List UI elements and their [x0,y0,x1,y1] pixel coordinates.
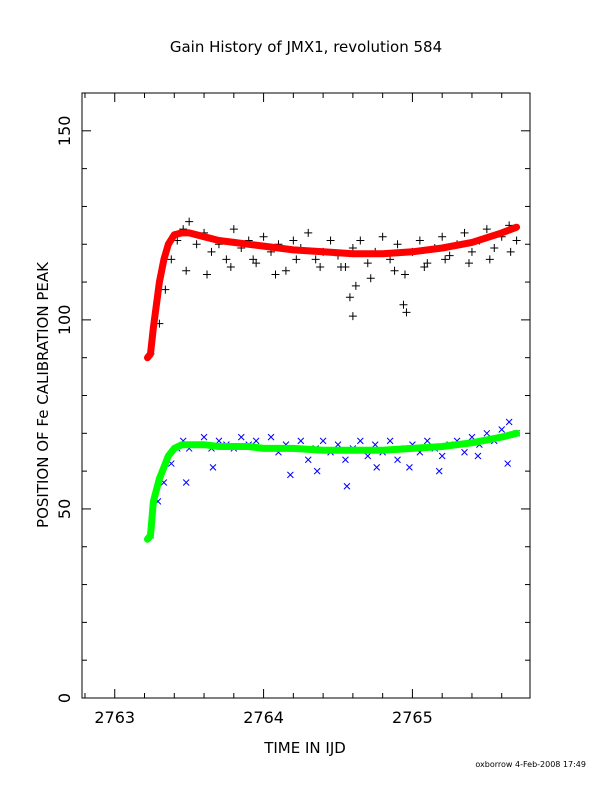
data-point [229,225,238,234]
x-tick-label: 2765 [392,708,433,727]
data-point [311,255,320,264]
data-point [506,247,515,256]
chart-title: Gain History of JMX1, revolution 584 [170,38,442,56]
data-point [498,426,506,433]
data-point [394,456,401,464]
data-point [378,232,387,241]
data-point [356,236,365,245]
data-point [192,240,201,249]
data-point [226,262,235,271]
data-point [271,270,280,279]
data-point [267,433,275,441]
data-point [249,255,258,264]
data-point [287,471,294,479]
data-point [373,463,381,471]
data-point [292,255,301,264]
data-point [461,448,468,456]
data-point [252,437,260,445]
axis-ticks [82,92,530,699]
data-point [342,456,349,464]
data-point [334,441,342,449]
data-point [399,300,408,309]
data-point [504,460,512,467]
y-tick-label: 0 [55,693,74,703]
data-point [345,293,354,302]
x-tick-label: 2763 [94,708,135,727]
data-point [393,240,402,249]
data-marks [144,217,521,543]
data-point [161,285,170,294]
data-point [467,247,476,256]
data-point [259,232,268,241]
data-point [482,225,491,234]
axis-tick-labels: 0 50 100 150 2763 2764 2765 [55,116,433,727]
fit-curve-2 [144,223,521,362]
data-point [386,437,394,445]
data-point [182,479,190,486]
data-point [505,418,513,426]
data-point [420,262,429,271]
data-point [336,262,345,271]
data-point [203,270,212,279]
data-point [402,308,411,317]
data-point [356,437,364,445]
data-point [182,266,191,275]
data-point [435,467,443,475]
data-point [207,247,216,256]
data-point [438,232,447,241]
data-point [319,437,327,445]
data-point [485,255,494,264]
y-axis-label: POSITION OF Fe CALIBRATION PEAK [34,261,52,528]
plot-frame [81,92,531,699]
data-point [297,437,305,445]
series-1-points [147,418,520,539]
footer-credit: oxborrow 4-Feb-2008 17:49 [475,760,586,769]
data-point [209,463,217,471]
data-point [366,274,375,283]
data-point [423,437,431,445]
data-point [512,236,521,245]
data-point [200,433,208,441]
data-point [363,259,372,268]
data-point [326,236,335,245]
x-tick-label: 2764 [243,708,284,727]
data-point [474,452,482,460]
data-point [371,441,379,449]
data-point [343,482,351,490]
data-point [237,433,245,441]
data-point [289,236,298,245]
data-point [464,259,473,268]
data-point [406,463,413,471]
data-point [222,255,231,264]
data-point [441,255,450,264]
y-tick-label: 100 [55,305,74,336]
y-tick-label: 50 [55,499,74,519]
data-point [415,236,424,245]
data-point [400,270,409,279]
data-point [313,467,321,475]
data-point [390,266,399,275]
data-point [185,217,194,226]
data-point [364,452,372,460]
data-point [438,452,446,460]
fit-curve-3 [144,429,521,543]
y-tick-label: 150 [55,116,74,147]
data-point [445,251,454,260]
data-point [348,312,357,321]
data-point [304,228,313,237]
data-point [316,262,325,271]
x-axis-label: TIME IN IJD [263,739,346,757]
data-point [483,429,491,437]
data-point [167,255,176,264]
data-point [460,228,469,237]
data-point [281,266,290,275]
data-point [304,456,312,464]
data-point [351,281,360,290]
data-point [490,244,499,253]
